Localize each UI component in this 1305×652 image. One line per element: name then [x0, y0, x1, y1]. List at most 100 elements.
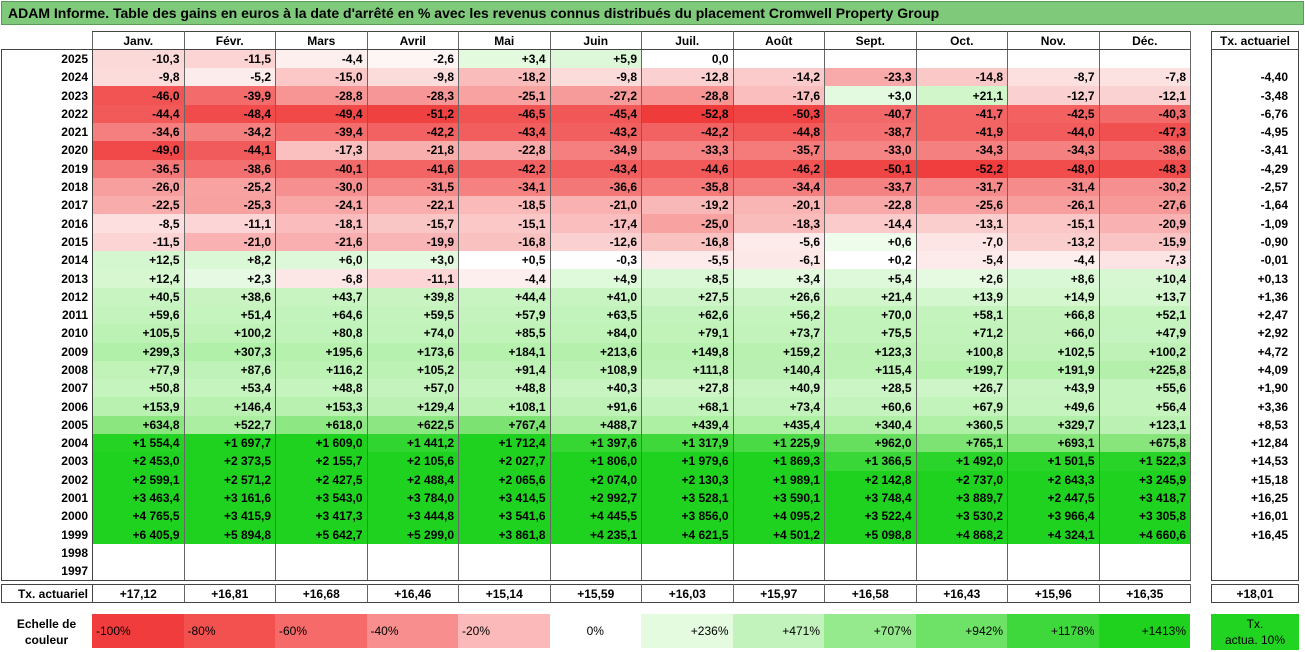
- table-row: 2021 -34,6 -34,2 -39,4 -42,2 -43,4 -43,2 -42,2-…: [1, 122, 1191, 142]
- table-row: 2017 -22,5 -25,3 -24,1 -22,1 -18,5 -21,0 -19,2-…: [1, 196, 1191, 215]
- gain-cell: [92, 543, 185, 563]
- gain-cell: -46,5: [458, 104, 551, 123]
- gain-cell: -5,4: [915, 251, 1008, 270]
- gain-cell: +56,2: [732, 305, 825, 325]
- gain-cell: -40,1: [275, 159, 368, 178]
- gain-cell: +4 501,2: [732, 525, 825, 544]
- rate-legend-line2: actua. 10%: [1224, 633, 1286, 647]
- scale-step: -40%: [366, 614, 458, 648]
- month-header: Oct.: [915, 30, 1008, 51]
- footer-rate-cell: +15,96: [1007, 583, 1100, 604]
- rate-cell: +4,09: [1211, 360, 1299, 380]
- table-row: 2018 -26,0 -25,2 -30,0 -31,5 -34,1 -36,6 -35,8-…: [1, 177, 1191, 197]
- year-label: 2022: [1, 104, 93, 123]
- gain-cell: +43,9: [1007, 379, 1100, 398]
- gain-cell: [732, 49, 825, 69]
- rate-cell: [1211, 49, 1299, 69]
- gain-cell: [1098, 543, 1191, 563]
- gain-cell: +27,5: [641, 287, 734, 306]
- gain-cell: +1 712,4: [458, 434, 551, 453]
- gain-cell: +191,9: [1007, 360, 1100, 380]
- gain-cell: +488,7: [549, 415, 642, 435]
- gain-cell: +195,6: [275, 342, 368, 361]
- gain-cell: -40,7: [824, 104, 917, 123]
- gain-cell: -7,3: [1098, 251, 1191, 270]
- gain-cell: +3 444,8: [366, 507, 459, 526]
- gain-cell: +184,1: [458, 342, 551, 361]
- rate-cell: +2,47: [1211, 305, 1299, 325]
- footer-label: Tx. actuariel: [1, 583, 93, 604]
- gain-cell: +767,4: [458, 415, 551, 435]
- gain-cell: -31,4: [1007, 177, 1100, 197]
- gain-cell: +153,9: [92, 397, 185, 416]
- gain-cell: [824, 49, 917, 69]
- year-label: 2007: [1, 379, 93, 398]
- corner-cell: [1, 31, 93, 51]
- gain-cell: +3 418,7: [1098, 488, 1191, 508]
- gain-cell: +622,5: [366, 415, 459, 435]
- gain-cell: -26,1: [1007, 196, 1100, 215]
- gain-cell: +1 979,6: [641, 452, 734, 471]
- gain-cell: -31,7: [915, 177, 1008, 197]
- gain-cell: -12,6: [549, 232, 642, 252]
- gains-table: Janv. Févr. Mars Avril Mai Juin Juil. Août Sept.…: [1, 30, 1191, 604]
- gain-cell: +1 225,9: [732, 434, 825, 453]
- month-header: Avril: [366, 30, 459, 51]
- gain-cell: -42,2: [641, 122, 734, 142]
- gain-cell: +149,8: [641, 342, 734, 361]
- gain-cell: +91,4: [458, 360, 551, 380]
- gain-cell: +68,1: [641, 397, 734, 416]
- gain-cell: [183, 562, 276, 581]
- rate-cell: +14,53: [1211, 452, 1299, 471]
- rate-cell: -3,41: [1211, 141, 1299, 160]
- gain-cell: -24,1: [275, 196, 368, 215]
- table-row: 1997: [1, 562, 1191, 581]
- gain-cell: -5,5: [641, 251, 734, 270]
- gain-cell: -33,7: [824, 177, 917, 197]
- gain-cell: +299,3: [92, 342, 185, 361]
- side-row: [1211, 543, 1299, 563]
- year-label: 2011: [1, 305, 93, 325]
- gain-cell: -31,5: [366, 177, 459, 197]
- year-label: 2023: [1, 86, 93, 105]
- gain-cell: +100,8: [915, 342, 1008, 361]
- gain-cell: +3 305,8: [1098, 507, 1191, 526]
- gain-cell: +1 697,7: [183, 434, 276, 453]
- gain-cell: +4 324,1: [1007, 525, 1100, 544]
- gain-cell: +58,1: [915, 305, 1008, 325]
- gain-cell: -25,3: [183, 196, 276, 215]
- year-label: 2019: [1, 159, 93, 178]
- year-label: 2024: [1, 68, 93, 87]
- gain-cell: +3 861,8: [458, 525, 551, 544]
- scale-step: +471%: [732, 614, 824, 648]
- gain-cell: +108,1: [458, 397, 551, 416]
- gain-cell: -30,0: [275, 177, 368, 197]
- gain-cell: +3 245,9: [1098, 470, 1191, 489]
- rate-cell: -4,40: [1211, 68, 1299, 87]
- gain-cell: +10,4: [1098, 269, 1191, 288]
- gain-cell: -11,5: [92, 232, 185, 252]
- gain-cell: -23,3: [824, 68, 917, 87]
- gain-cell: +57,9: [458, 305, 551, 325]
- gain-cell: +63,5: [549, 305, 642, 325]
- gain-cell: -43,4: [549, 159, 642, 178]
- gain-cell: [824, 543, 917, 563]
- year-label: 2020: [1, 141, 93, 160]
- gain-cell: +56,4: [1098, 397, 1191, 416]
- side-header-row: Tx. actuariel: [1211, 30, 1299, 51]
- gain-cell: -14,8: [915, 68, 1008, 87]
- rate-cell: +15,18: [1211, 470, 1299, 489]
- gain-cell: +435,4: [732, 415, 825, 435]
- gain-cell: +2 373,5: [183, 452, 276, 471]
- gain-cell: -21,8: [366, 141, 459, 160]
- gain-cell: +77,9: [92, 360, 185, 380]
- footer-rate-cell: +15,59: [549, 583, 642, 604]
- side-row: -1,09: [1211, 214, 1299, 233]
- side-row: +0,13: [1211, 269, 1299, 288]
- gain-cell: -12,7: [1007, 86, 1100, 105]
- rate-legend: Tx. actua. 10%: [1211, 614, 1299, 650]
- gain-cell: -18,3: [732, 214, 825, 233]
- gain-cell: +129,4: [366, 397, 459, 416]
- gain-cell: -15,0: [275, 68, 368, 87]
- gain-cell: [366, 543, 459, 563]
